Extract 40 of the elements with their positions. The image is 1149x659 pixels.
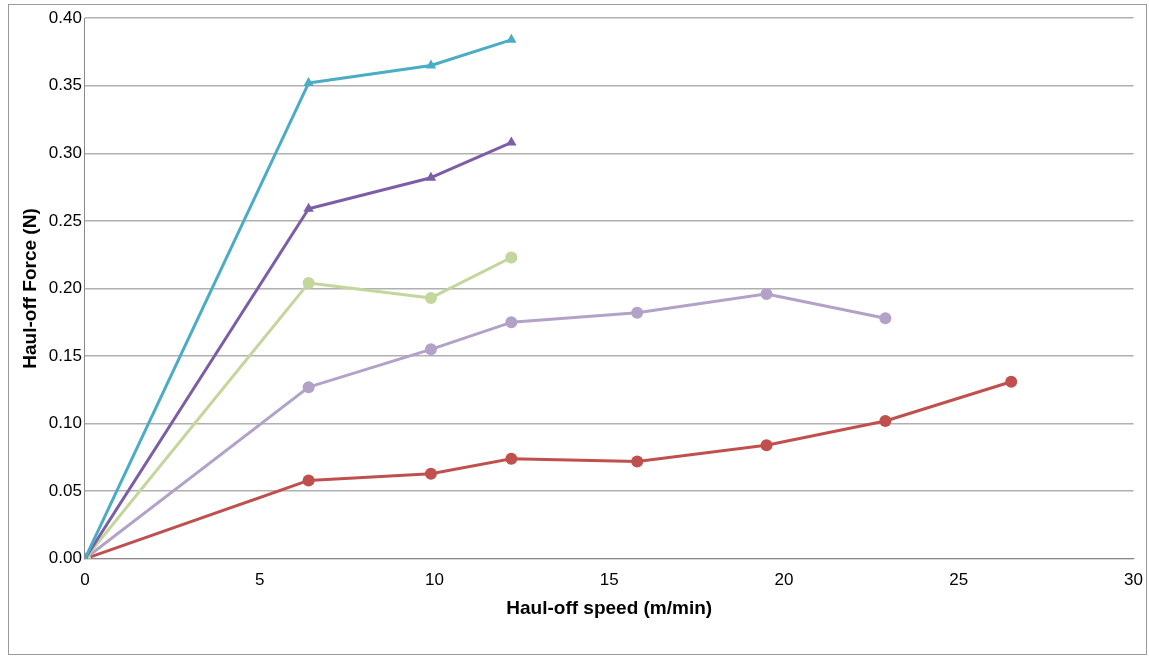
y-tick-label: 0.00 bbox=[48, 548, 82, 568]
y-tick-label: 0.25 bbox=[48, 210, 82, 230]
point bbox=[424, 343, 437, 356]
point bbox=[631, 455, 644, 468]
point bbox=[506, 33, 517, 43]
y-tick-label: 0.05 bbox=[48, 480, 82, 500]
point bbox=[760, 439, 773, 452]
point bbox=[879, 414, 892, 427]
point bbox=[506, 136, 517, 146]
point bbox=[1005, 375, 1018, 388]
x-tick-label: 30 bbox=[1124, 569, 1144, 589]
y-tick-label: 0.10 bbox=[48, 413, 82, 433]
point bbox=[424, 467, 437, 480]
y-tick-label: 0.35 bbox=[48, 75, 82, 95]
point bbox=[425, 171, 437, 181]
point bbox=[302, 474, 315, 487]
point bbox=[424, 291, 437, 304]
point bbox=[505, 251, 518, 264]
y-tick-label: 0.20 bbox=[48, 278, 82, 298]
y-tick-label: 0.15 bbox=[48, 345, 82, 365]
point bbox=[631, 306, 644, 319]
point bbox=[303, 77, 314, 87]
x-tick-label: 5 bbox=[254, 569, 265, 589]
point bbox=[505, 452, 518, 465]
y-tick-label: 0.30 bbox=[48, 143, 82, 163]
x-tick-label: 0 bbox=[80, 569, 90, 589]
point bbox=[425, 59, 437, 69]
point bbox=[302, 277, 315, 290]
x-tick-label: 10 bbox=[424, 569, 444, 589]
y-tick-label: 0.40 bbox=[48, 7, 82, 27]
point bbox=[303, 202, 314, 212]
x-tick-label: 25 bbox=[949, 569, 969, 589]
point bbox=[879, 312, 892, 325]
x-axis-title: Haul-off speed (m/min) bbox=[506, 596, 713, 618]
x-tick-label: 15 bbox=[599, 569, 619, 589]
point bbox=[505, 316, 518, 329]
point bbox=[302, 381, 315, 394]
x-tick-label: 20 bbox=[774, 569, 794, 589]
point bbox=[760, 287, 773, 300]
y-axis-title: Haul-off Force (N) bbox=[18, 208, 40, 369]
